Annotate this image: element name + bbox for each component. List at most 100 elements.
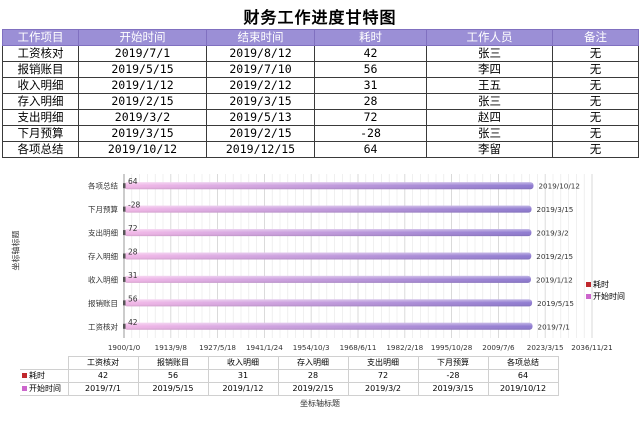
table-cell[interactable]: 2019/7/1: [78, 45, 207, 62]
data-table-row-header: 耗时: [20, 369, 69, 383]
data-table-cell: 31: [207, 369, 279, 383]
table-cell[interactable]: 2019/12/15: [206, 141, 315, 158]
table-cell[interactable]: 张三: [426, 45, 553, 62]
table-cell[interactable]: 2019/5/15: [78, 61, 207, 78]
table-cell[interactable]: 李四: [426, 61, 553, 78]
legend-swatch: [22, 386, 27, 391]
legend-label: 耗时: [593, 280, 609, 289]
table-cell[interactable]: 2019/2/12: [206, 77, 315, 94]
table-cell[interactable]: 各项总结: [2, 141, 79, 158]
table-cell[interactable]: 张三: [426, 93, 553, 110]
table-cell[interactable]: 28: [314, 93, 427, 110]
data-table-cell: 28: [277, 369, 349, 383]
x-tick-label: 2023/3/15: [527, 343, 564, 352]
table-cell[interactable]: 支出明细: [2, 109, 79, 126]
start-bar-shine: [124, 252, 532, 260]
table-cell[interactable]: 2019/2/15: [206, 125, 315, 142]
duration-data-label: 31: [128, 271, 138, 280]
table-cell[interactable]: 无: [552, 77, 639, 94]
axis-marker: [123, 206, 126, 212]
start-bar-shine: [124, 182, 534, 190]
table-cell[interactable]: 2019/8/12: [206, 45, 315, 62]
page-title: 财务工作进度甘特图: [243, 8, 397, 27]
table-cell[interactable]: 2019/2/15: [78, 93, 207, 110]
table-cell[interactable]: 李留: [426, 141, 553, 158]
x-axis-title: 坐标轴标题: [300, 399, 340, 408]
x-tick-label: 1968/6/11: [340, 343, 377, 352]
start-data-label: 2019/1/12: [536, 275, 573, 284]
table-cell[interactable]: 31: [314, 77, 427, 94]
start-bar-shine: [124, 229, 532, 237]
table-row: 报销账目 2019/5/15 2019/7/10 56 李四 无: [2, 61, 639, 78]
legend-swatch: [22, 373, 27, 378]
legend-item-duration: 耗时: [586, 279, 625, 291]
series-name: 耗时: [29, 371, 45, 380]
task-table: 工作项目 开始时间 结束时间 耗时 工作人员 备注 工资核对 2019/7/1 …: [2, 29, 639, 158]
table-cell[interactable]: 2019/1/12: [78, 77, 207, 94]
chart-data-table: 工资核对 报销账目 收入明细 存入明细 支出明细 下月预算 各项总结 耗时 42…: [20, 356, 559, 396]
table-cell[interactable]: 报销账目: [2, 61, 79, 78]
data-table-cell: 64: [487, 369, 559, 383]
data-table-header: 各项总结: [487, 356, 559, 370]
table-row: 存入明细 2019/2/15 2019/3/15 28 张三 无: [2, 93, 639, 110]
gantt-chart[interactable]: 1900/1/0 1913/9/8 1927/5/18 1941/1/24 1954/1…: [0, 170, 640, 421]
table-cell[interactable]: 64: [314, 141, 427, 158]
table-cell[interactable]: 赵四: [426, 109, 553, 126]
data-table-header: 工资核对: [67, 356, 139, 370]
y-category-label: 存入明细: [88, 251, 118, 261]
y-category-label: 收入明细: [88, 274, 118, 284]
table-cell[interactable]: 2019/3/2: [78, 109, 207, 126]
gantt-chart-svg: 1900/1/0 1913/9/8 1927/5/18 1941/1/24 1954/1…: [88, 174, 613, 352]
table-cell[interactable]: 72: [314, 109, 427, 126]
table-cell[interactable]: 56: [314, 61, 427, 78]
table-cell[interactable]: 工资核对: [2, 45, 79, 62]
duration-data-label: 56: [128, 294, 138, 303]
axis-marker: [123, 230, 126, 236]
column-header: 耗时: [314, 29, 427, 46]
y-axis-title: 坐标轴标题: [11, 230, 21, 271]
start-bar-shine: [124, 275, 531, 283]
x-tick-label: 1900/1/0: [108, 343, 141, 352]
data-table-cell: 56: [137, 369, 209, 383]
table-cell[interactable]: 无: [552, 45, 639, 62]
axis-marker: [123, 183, 126, 189]
table-cell[interactable]: 2019/3/15: [206, 93, 315, 110]
data-table-corner: [20, 356, 69, 370]
data-table-cell: 72: [347, 369, 419, 383]
table-header-row: 工作项目 开始时间 结束时间 耗时 工作人员 备注: [2, 29, 639, 46]
column-header: 开始时间: [78, 29, 207, 46]
table-cell[interactable]: 2019/7/10: [206, 61, 315, 78]
data-table-cell: 2019/3/15: [417, 382, 489, 396]
table-cell[interactable]: 2019/10/12: [78, 141, 207, 158]
table-cell[interactable]: 收入明细: [2, 77, 79, 94]
data-table-header-row: 工资核对 报销账目 收入明细 存入明细 支出明细 下月预算 各项总结: [20, 356, 559, 370]
start-bar-shine: [124, 299, 533, 307]
column-header: 工作项目: [2, 29, 79, 46]
y-category-label: 各项总结: [88, 181, 118, 191]
x-tick-label: 2009/7/6: [482, 343, 515, 352]
data-table-row: 耗时 42 56 31 28 72 -28 64: [20, 369, 559, 383]
data-table-header: 支出明细: [347, 356, 419, 370]
table-cell[interactable]: 2019/5/13: [206, 109, 315, 126]
table-cell[interactable]: 42: [314, 45, 427, 62]
table-cell[interactable]: 存入明细: [2, 93, 79, 110]
column-header: 备注: [552, 29, 639, 46]
table-cell[interactable]: 无: [552, 61, 639, 78]
table-cell[interactable]: -28: [314, 125, 427, 142]
table-cell[interactable]: 王五: [426, 77, 553, 94]
table-cell[interactable]: 张三: [426, 125, 553, 142]
table-cell[interactable]: 无: [552, 93, 639, 110]
table-cell[interactable]: 无: [552, 109, 639, 126]
table-cell[interactable]: 无: [552, 141, 639, 158]
data-table-cell: 42: [67, 369, 139, 383]
data-table-header: 存入明细: [277, 356, 349, 370]
table-cell[interactable]: 无: [552, 125, 639, 142]
start-data-label: 2019/3/2: [536, 229, 568, 238]
table-cell[interactable]: 2019/3/15: [78, 125, 207, 142]
start-bar-shine: [124, 322, 533, 330]
duration-data-label: -28: [128, 201, 140, 210]
data-table-cell: 2019/5/15: [137, 382, 209, 396]
data-table-header: 收入明细: [207, 356, 279, 370]
axis-marker: [123, 323, 126, 329]
table-cell[interactable]: 下月预算: [2, 125, 79, 142]
